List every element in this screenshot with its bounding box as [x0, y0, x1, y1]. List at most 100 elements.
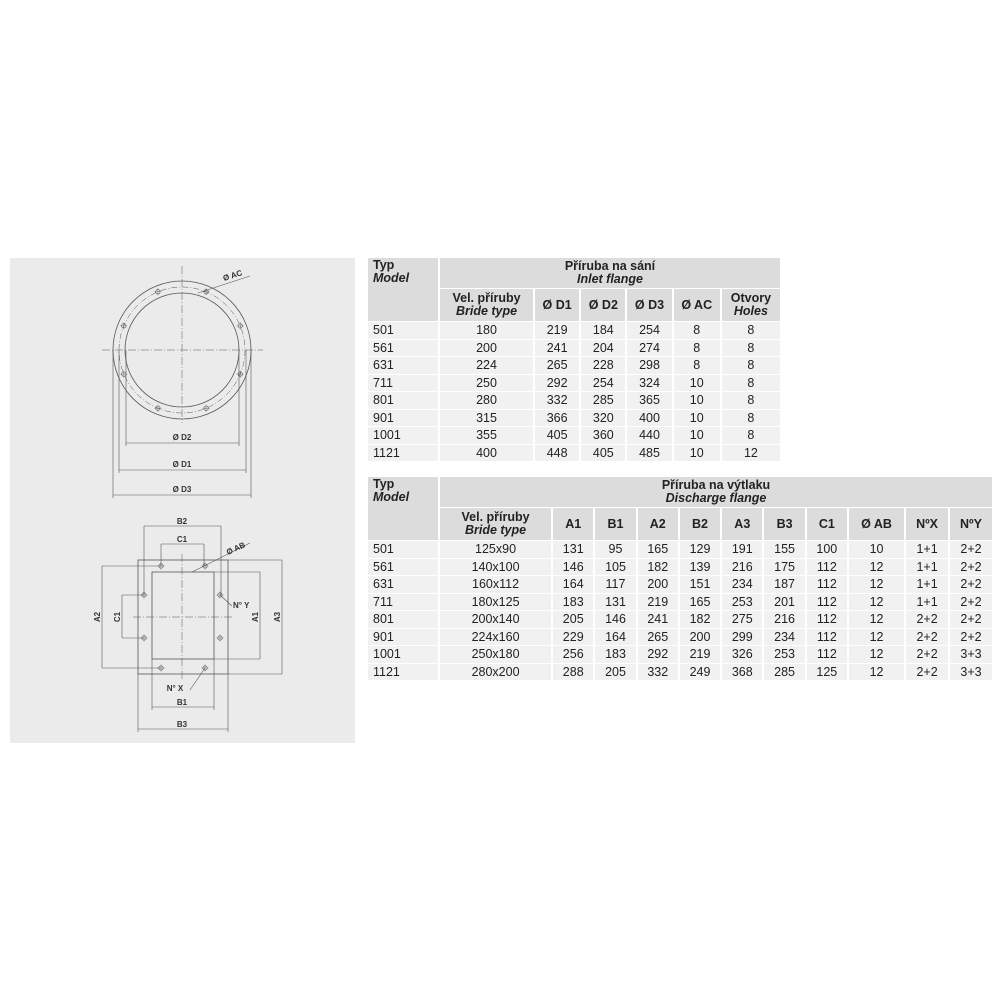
value-cell: 274: [627, 339, 672, 356]
model-cell: 711: [368, 593, 438, 610]
value-cell: 204: [581, 339, 626, 356]
model-cell: 501: [368, 541, 438, 558]
value-cell: 405: [581, 444, 626, 461]
column-label: NºY: [960, 516, 982, 531]
column-header: B1: [595, 508, 636, 540]
value-cell: 249: [679, 663, 721, 680]
value-cell: 12: [848, 593, 905, 610]
label-ny: N° Y: [233, 601, 250, 610]
value-cell: 180: [440, 322, 534, 339]
column-header: Ø D2: [581, 289, 626, 321]
column-header: NºY: [950, 508, 992, 540]
value-cell: 205: [595, 663, 636, 680]
value-cell: 285: [581, 392, 626, 409]
value-cell: 1+1: [906, 558, 949, 575]
table-row: 1001 250x180 256 183 292 219 326 253 112 12 2+2 3+3: [368, 646, 992, 663]
discharge-flange-drawing: B2 C1 Ø AB N° Y A2 C1 A1 A3 N° X B1 B3: [93, 517, 283, 732]
model-cell: 561: [368, 558, 438, 575]
model-header-label-en: Model: [373, 490, 410, 504]
discharge-flange-table: Typ Model Příruba na výtlaku Discharge fla…: [366, 476, 994, 681]
value-cell: 216: [722, 558, 763, 575]
label-ac: Ø AC: [222, 268, 244, 283]
value-cell: 12: [848, 628, 905, 645]
value-cell: 200: [679, 628, 721, 645]
value-cell: 131: [553, 541, 594, 558]
column-label: Vel. příruby: [461, 510, 530, 524]
column-header: Ø AB: [848, 508, 905, 540]
label-c1-top: C1: [177, 535, 188, 544]
value-cell: 265: [535, 357, 580, 374]
value-cell: 180x125: [440, 593, 552, 610]
value-cell: 256: [553, 646, 594, 663]
value-cell: 2+2: [950, 593, 992, 610]
value-cell: 254: [627, 322, 672, 339]
value-cell: 182: [679, 611, 721, 628]
label-a1: A1: [251, 611, 260, 622]
column-header: Ø AC: [673, 289, 720, 321]
column-header: A1: [553, 508, 594, 540]
inlet-flange-drawing: Ø D2 Ø D1 Ø D3 Ø AC: [102, 266, 263, 498]
model-cell: 901: [368, 628, 438, 645]
value-cell: 100: [806, 541, 847, 558]
label-ab: Ø AB: [225, 540, 247, 557]
column-header: A3: [722, 508, 763, 540]
value-cell: 3+3: [950, 663, 992, 680]
column-label: B1: [607, 516, 624, 531]
column-label: A1: [565, 516, 582, 531]
flange-drawing: Ø D2 Ø D1 Ø D3 Ø AC B2 C1 Ø AB N° Y: [10, 258, 355, 743]
value-cell: 2+2: [950, 576, 992, 593]
group-label: Příruba na sání: [564, 259, 656, 273]
value-cell: 368: [722, 663, 763, 680]
table-row: 801 280 332 285 365 10 8: [368, 392, 780, 409]
column-label: Otvory: [730, 291, 772, 305]
label-b2: B2: [177, 517, 188, 526]
table-row: 1001 355 405 360 440 10 8: [368, 427, 780, 444]
model-cell: 1121: [368, 444, 438, 461]
column-header: A2: [637, 508, 678, 540]
value-cell: 275: [722, 611, 763, 628]
value-cell: 2+2: [906, 663, 949, 680]
model-header-label: Typ: [373, 258, 395, 272]
table-row: 501 180 219 184 254 8 8: [368, 322, 780, 339]
value-cell: 146: [595, 611, 636, 628]
value-cell: 360: [581, 427, 626, 444]
value-cell: 299: [722, 628, 763, 645]
model-cell: 501: [368, 322, 438, 339]
value-cell: 151: [679, 576, 721, 593]
value-cell: 12: [848, 646, 905, 663]
table-row: 631 160x112 164 117 200 151 234 187 112 12 1+1 2+2: [368, 576, 992, 593]
column-header: Otvory Holes: [721, 289, 780, 321]
column-label: B2: [692, 516, 709, 531]
value-cell: 201: [764, 593, 805, 610]
column-header: Ø D3: [627, 289, 672, 321]
column-label: C1: [818, 516, 835, 531]
value-cell: 2+2: [950, 628, 992, 645]
model-cell: 801: [368, 611, 438, 628]
value-cell: 112: [806, 646, 847, 663]
table-row: 1121 400 448 405 485 10 12: [368, 444, 780, 461]
value-cell: 332: [535, 392, 580, 409]
value-cell: 12: [848, 576, 905, 593]
model-header-label-en: Model: [373, 271, 410, 285]
column-header: C1: [806, 508, 847, 540]
discharge-group-header: Příruba na výtlaku Discharge flange: [440, 477, 992, 507]
model-cell: 901: [368, 409, 438, 426]
value-cell: 2+2: [950, 541, 992, 558]
value-cell: 12: [848, 611, 905, 628]
value-cell: 112: [806, 611, 847, 628]
table-row: 711 250 292 254 324 10 8: [368, 374, 780, 391]
model-cell: 801: [368, 392, 438, 409]
value-cell: 140x100: [440, 558, 552, 575]
value-cell: 205: [553, 611, 594, 628]
value-cell: 254: [581, 374, 626, 391]
column-label: A2: [649, 516, 666, 531]
value-cell: 8: [673, 322, 720, 339]
column-header: Vel. příruby Bride type: [440, 508, 552, 540]
column-label: B3: [776, 516, 793, 531]
value-cell: 253: [722, 593, 763, 610]
value-cell: 2+2: [950, 558, 992, 575]
value-cell: 131: [595, 593, 636, 610]
value-cell: 448: [535, 444, 580, 461]
value-cell: 112: [806, 628, 847, 645]
value-cell: 200: [440, 339, 534, 356]
